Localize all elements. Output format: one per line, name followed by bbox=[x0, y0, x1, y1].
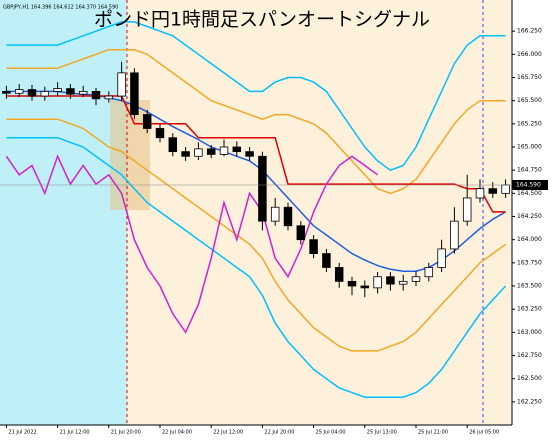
candle-body bbox=[360, 285, 370, 289]
candle-body bbox=[14, 89, 24, 94]
candle-body bbox=[386, 276, 395, 285]
candle-body bbox=[66, 88, 75, 95]
candle-body bbox=[296, 225, 306, 241]
x-tick-label: 26 Jul 05:00 bbox=[469, 430, 499, 436]
x-tick-label: 21 Jul 12:00 bbox=[60, 430, 90, 436]
candle-body bbox=[78, 91, 88, 95]
candle-body bbox=[424, 267, 434, 278]
y-tick-label: 165.250 bbox=[517, 120, 542, 127]
indicator-line bbox=[6, 118, 507, 352]
candle-body bbox=[53, 88, 62, 92]
chart-title: ポンド円1時間足スパンオートシグナル bbox=[94, 9, 430, 31]
candle-body bbox=[462, 197, 472, 222]
candle-body bbox=[194, 148, 203, 157]
candle-body bbox=[142, 114, 152, 129]
x-tick-label: 22 Jul 20:00 bbox=[264, 430, 294, 436]
candle-body bbox=[258, 155, 267, 222]
candle-body bbox=[40, 91, 50, 97]
candle-body bbox=[334, 267, 344, 282]
x-tick-label: 25 Jul 04:00 bbox=[316, 430, 346, 436]
y-tick-label: 163.250 bbox=[517, 306, 542, 313]
y-tick-label: 163.000 bbox=[517, 329, 542, 336]
plot bbox=[2, 21, 510, 398]
candle-body bbox=[398, 280, 408, 285]
candle-body bbox=[168, 137, 178, 153]
x-tick-label: 25 Jul 21:00 bbox=[418, 430, 448, 436]
y-tick-label: 164.750 bbox=[517, 167, 542, 174]
last-price-label: 164.590 bbox=[516, 181, 541, 188]
y-tick-label: 162.500 bbox=[517, 375, 542, 382]
candle-body bbox=[206, 148, 216, 155]
candle-body bbox=[450, 220, 459, 250]
x-tick-label: 22 Jul 04:00 bbox=[162, 430, 192, 436]
y-tick-label: 162.750 bbox=[517, 352, 542, 359]
candle-body bbox=[27, 89, 37, 97]
candle-body bbox=[270, 206, 280, 222]
header-text: GBPJPY,H1 164.396 164.612 164.370 164.59… bbox=[3, 5, 118, 11]
candle-body bbox=[2, 91, 11, 94]
indicator-line bbox=[6, 90, 506, 272]
y-tick-label: 163.500 bbox=[517, 283, 542, 290]
y-tick-label: 165.500 bbox=[517, 97, 542, 104]
candle-body bbox=[155, 128, 165, 139]
last-price-box bbox=[512, 179, 548, 190]
candle-body bbox=[245, 151, 254, 157]
candle-body bbox=[104, 95, 114, 100]
candle-body bbox=[373, 276, 382, 289]
candle-body bbox=[488, 188, 498, 194]
candle-body bbox=[437, 248, 446, 268]
x-tick-label: 21 Jul 2022 bbox=[8, 430, 36, 436]
candle-body bbox=[501, 184, 510, 194]
y-tick-label: 165.750 bbox=[517, 74, 542, 81]
candle-body bbox=[91, 91, 101, 100]
candle-body bbox=[347, 280, 357, 287]
y-tick-label: 162.250 bbox=[517, 398, 542, 405]
y-tick-label: 166.250 bbox=[517, 28, 542, 35]
candle-body bbox=[322, 253, 331, 268]
y-tick-label: 164.000 bbox=[517, 236, 542, 243]
candle-body bbox=[475, 188, 485, 199]
x-tick-label: 21 Jul 20:00 bbox=[111, 430, 141, 436]
y-tick-label: 166.000 bbox=[517, 51, 542, 58]
zone-left bbox=[0, 0, 127, 425]
x-tick-label: 25 Jul 13:00 bbox=[367, 430, 397, 436]
indicator-line bbox=[6, 21, 506, 172]
candle-body bbox=[309, 239, 318, 254]
y-tick-label: 163.750 bbox=[517, 259, 542, 266]
y-tick-label: 165.000 bbox=[517, 144, 542, 151]
indicator-line bbox=[5, 154, 379, 334]
x-tick-label: 22 Jul 12:00 bbox=[213, 430, 243, 436]
candle-body bbox=[232, 146, 242, 153]
candle-body bbox=[411, 276, 421, 282]
candle-body bbox=[283, 206, 293, 227]
candle-body bbox=[219, 146, 229, 155]
candle-body bbox=[181, 151, 190, 157]
indicator-line bbox=[6, 48, 506, 195]
zone-right bbox=[127, 0, 512, 425]
candle-body bbox=[130, 72, 139, 115]
candle-body bbox=[117, 72, 126, 97]
indicator-line bbox=[6, 136, 507, 398]
indicator-line bbox=[6, 95, 506, 213]
y-tick-label: 164.500 bbox=[517, 190, 542, 197]
y-tick-label: 164.250 bbox=[517, 213, 542, 220]
